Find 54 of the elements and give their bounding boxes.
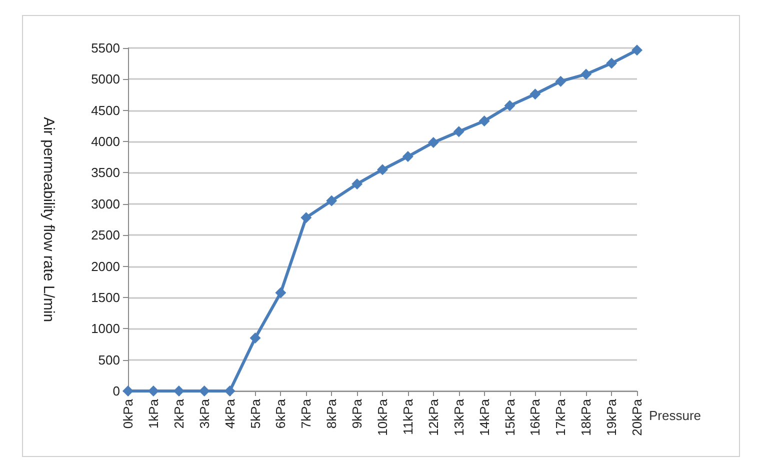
point <box>250 332 261 344</box>
point <box>402 151 414 162</box>
point <box>606 58 618 69</box>
y-tick-label: 500 <box>98 352 120 368</box>
point <box>224 386 236 396</box>
x-tick-label: 9kPa <box>350 398 365 429</box>
x-tick-label: 5kPa <box>248 398 263 429</box>
point <box>504 100 516 112</box>
y-tick-label: 3000 <box>91 196 120 212</box>
point <box>580 68 592 80</box>
point <box>632 44 642 56</box>
y-tick-label: 5000 <box>91 72 120 87</box>
point <box>122 386 134 396</box>
y-tick-label: 1500 <box>91 290 120 305</box>
point <box>555 76 566 87</box>
y-tick-label: 2000 <box>91 258 120 274</box>
point <box>478 115 490 126</box>
x-tick-label: 13kPa <box>451 398 466 436</box>
point <box>198 386 210 396</box>
y-tick-label: 0 <box>112 384 120 398</box>
x-tick-label: 3kPa <box>196 398 212 429</box>
x-tick-label: 11kPa <box>400 398 416 435</box>
y-tick-label: 1000 <box>91 321 120 336</box>
y-tick-label: 3500 <box>91 165 120 180</box>
x-tick-label: 16kPa <box>528 398 543 436</box>
point <box>428 136 439 148</box>
x-tick-label: 15kPa <box>502 398 518 436</box>
x-tick-label: 12kPa <box>426 398 441 436</box>
y-tick-label: 4500 <box>91 102 120 118</box>
y-tick-label: 2500 <box>91 228 120 243</box>
x-tick-label: 4kPa <box>222 398 238 429</box>
point <box>300 212 312 224</box>
x-tick-label: 20kPa <box>630 398 644 436</box>
point <box>326 195 338 206</box>
x-tick-label: 1kPa <box>146 398 161 429</box>
point <box>275 287 286 298</box>
point <box>453 126 464 138</box>
point <box>530 88 541 100</box>
x-tick-label: 0kPa <box>120 398 136 429</box>
x-tick-label: 6kPa <box>273 398 288 429</box>
x-axis-title: Pressure <box>649 408 702 423</box>
x-tick-label: 10kPa <box>375 398 390 436</box>
y-axis-title: Air permeability flow rate L/min <box>40 116 57 322</box>
x-tick-label: 18kPa <box>578 398 594 436</box>
x-tick-label: 14kPa <box>476 398 492 436</box>
x-tick-label: 7kPa <box>298 398 314 429</box>
y-tick-label: 4000 <box>91 134 120 150</box>
x-tick-label: 2kPa <box>171 398 186 429</box>
x-tick-label: 8kPa <box>324 398 340 429</box>
point <box>352 178 363 190</box>
x-tick-label: 17kPa <box>553 398 568 436</box>
point <box>377 164 388 176</box>
x-tick-label: 19kPa <box>604 398 620 436</box>
y-tick-label: 5500 <box>91 40 120 56</box>
